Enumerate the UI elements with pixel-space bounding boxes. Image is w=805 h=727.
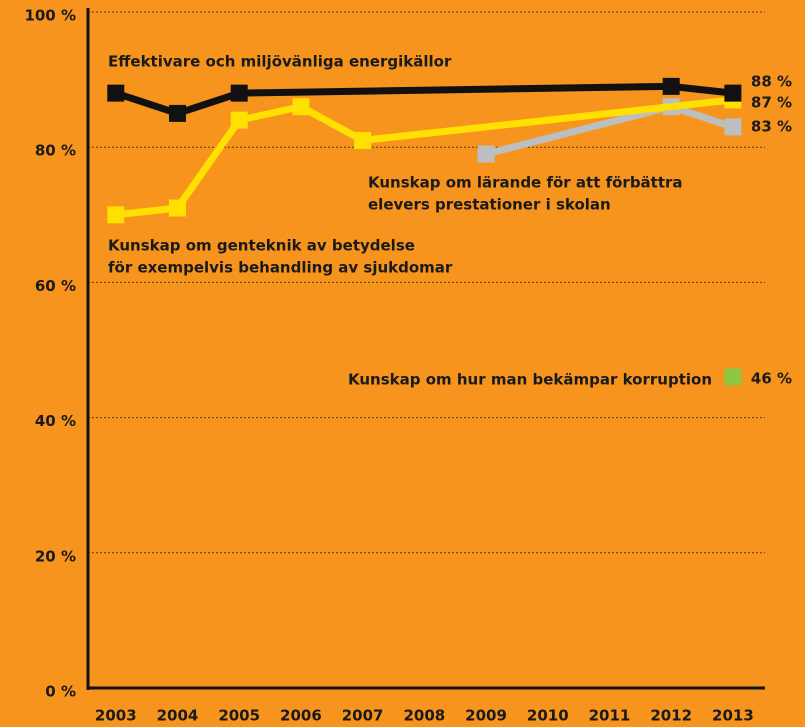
x-tick-label: 2013	[712, 707, 754, 725]
y-tick-label: 100 %	[24, 7, 76, 25]
point-marker	[477, 145, 495, 163]
data-label: 46 %	[751, 370, 792, 388]
x-tick-label: 2003	[95, 707, 137, 725]
point-marker	[168, 104, 186, 122]
x-tick-label: 2010	[527, 707, 569, 725]
series-label: Kunskap om hur man bekämpar korruption	[348, 371, 712, 389]
point-marker	[168, 199, 186, 217]
point-marker	[230, 111, 248, 129]
x-tick-label: 2011	[589, 707, 631, 725]
series-label: Kunskap om genteknik av betydelse	[108, 237, 415, 255]
data-label: 83 %	[751, 117, 792, 135]
point-marker	[354, 131, 372, 149]
x-tick-label: 2009	[465, 707, 507, 725]
data-label: 88 %	[751, 73, 792, 91]
y-tick-label: 20 %	[35, 547, 76, 565]
x-tick-label: 2008	[403, 707, 445, 725]
series-label: Effektivare och miljövänliga energikällo…	[108, 53, 452, 71]
point-marker	[724, 118, 742, 136]
point-marker	[724, 84, 742, 102]
point-marker	[724, 368, 742, 386]
y-tick-label: 0 %	[45, 683, 76, 701]
point-marker	[230, 84, 248, 102]
y-tick-label: 40 %	[35, 412, 76, 430]
x-tick-label: 2005	[218, 707, 260, 725]
series-label: elevers prestationer i skolan	[368, 196, 611, 214]
x-tick-label: 2007	[342, 707, 384, 725]
y-tick-label: 60 %	[35, 277, 76, 295]
y-tick-label: 80 %	[35, 142, 76, 160]
point-marker	[292, 98, 310, 116]
x-tick-label: 2006	[280, 707, 322, 725]
point-marker	[107, 84, 125, 102]
point-marker	[107, 206, 125, 224]
series-label: Kunskap om lärande för att förbättra	[368, 174, 683, 192]
series-label: för exempelvis behandling av sjukdomar	[108, 259, 453, 277]
data-label: 87 %	[751, 93, 792, 111]
point-marker	[662, 77, 680, 95]
x-tick-label: 2012	[650, 707, 692, 725]
x-tick-label: 2004	[157, 707, 199, 725]
series-line	[115, 96, 734, 219]
